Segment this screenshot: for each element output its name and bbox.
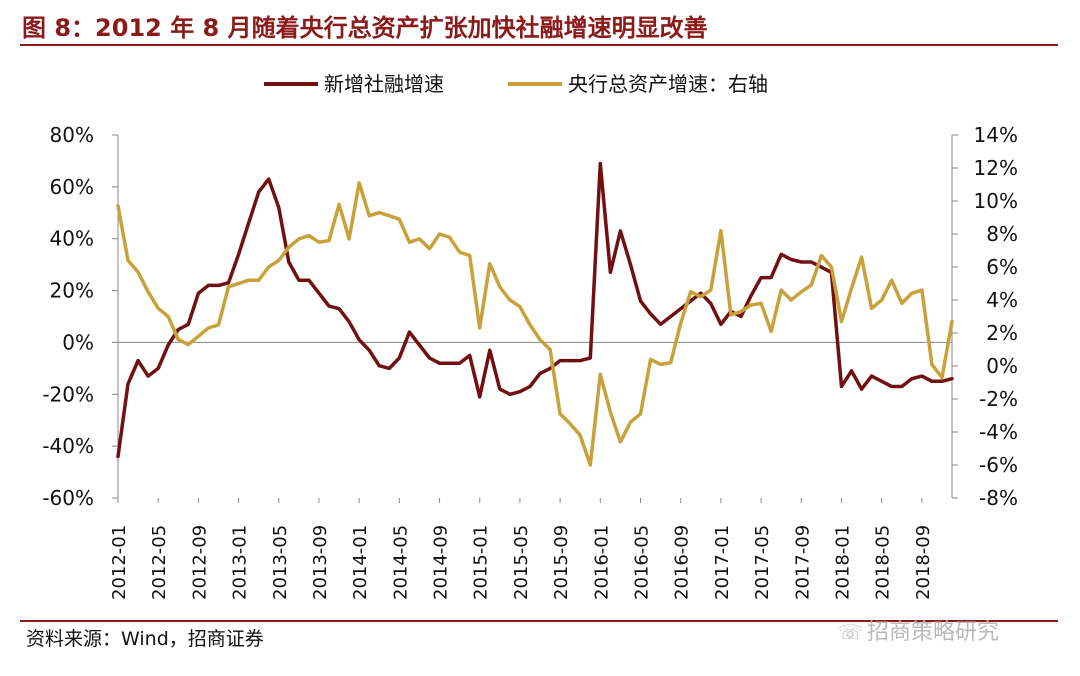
chart-axes: 80% 60% 40% 20% 0% -20% -40% -60% 14% 12% 10% 8% 6% 4… — [42, 123, 1018, 600]
left-tick-label: 0% — [62, 330, 94, 354]
right-tick-label: 12% — [974, 156, 1018, 180]
x-tick-label: 2015-05 — [511, 525, 532, 600]
x-tick-label: 2017-01 — [712, 525, 733, 600]
title-rule — [20, 44, 1058, 46]
source-note: 资料来源：Wind，招商证券 — [26, 628, 264, 650]
x-tick-label: 2012-01 — [109, 525, 130, 600]
right-tick-label: 10% — [974, 189, 1018, 213]
series-line-2 — [116, 181, 954, 467]
left-tick-label: 60% — [50, 175, 94, 199]
footer-rule — [20, 620, 1058, 622]
wechat-icon: ☏ — [838, 620, 864, 644]
legend-label-series-2: 央行总资产增速：右轴 — [568, 72, 768, 96]
right-tick-label: -4% — [979, 420, 1018, 444]
right-tick-label: 2% — [986, 321, 1018, 345]
watermark: ☏ 招商策略研究 — [838, 614, 999, 646]
right-tick-label: 14% — [974, 123, 1018, 147]
x-tick-label: 2018-05 — [873, 525, 894, 600]
right-tick-label: 6% — [986, 255, 1018, 279]
x-tick-label: 2013-09 — [310, 525, 331, 600]
x-tick-label: 2012-09 — [189, 525, 210, 600]
right-tick-label: -6% — [979, 453, 1018, 477]
right-tick-label: -2% — [979, 387, 1018, 411]
left-tick-label: 40% — [50, 227, 94, 251]
x-tick-label: 2014-05 — [390, 525, 411, 600]
x-tick-label: 2016-05 — [632, 525, 653, 600]
chart-legend: 新增社融增速 央行总资产增速：右轴 — [264, 72, 768, 96]
legend-label-series-1: 新增社融增速 — [324, 72, 444, 96]
left-tick-label: -40% — [42, 434, 94, 458]
right-tick-label: 8% — [986, 222, 1018, 246]
x-tick-label: 2015-09 — [551, 525, 572, 600]
left-tick-label: -20% — [42, 382, 94, 406]
right-tick-label: 4% — [986, 288, 1018, 312]
page-title: 图 8：2012 年 8 月随着央行总资产扩张加快社融增速明显改善 — [22, 14, 708, 42]
x-tick-label: 2014-01 — [350, 525, 371, 600]
left-tick-label: 20% — [50, 279, 94, 303]
x-tick-label: 2016-01 — [591, 525, 612, 600]
x-tick-label: 2017-05 — [752, 525, 773, 600]
chart-series — [116, 161, 954, 467]
right-tick-label: 0% — [986, 354, 1018, 378]
x-tick-label: 2012-05 — [149, 525, 170, 600]
x-tick-label: 2013-01 — [230, 525, 251, 600]
right-tick-label: -8% — [979, 486, 1018, 510]
x-tick-label: 2018-01 — [832, 525, 853, 600]
x-tick-label: 2017-09 — [792, 525, 813, 600]
x-tick-label: 2016-09 — [672, 525, 693, 600]
x-tick-label: 2013-05 — [270, 525, 291, 600]
x-tick-label: 2015-01 — [471, 525, 492, 600]
left-tick-label: -60% — [42, 486, 94, 510]
series-line-1 — [116, 161, 954, 459]
watermark-text: 招商策略研究 — [867, 620, 1000, 645]
left-tick-label: 80% — [50, 123, 94, 147]
x-tick-label: 2018-09 — [913, 525, 934, 600]
x-tick-label: 2014-09 — [431, 525, 452, 600]
